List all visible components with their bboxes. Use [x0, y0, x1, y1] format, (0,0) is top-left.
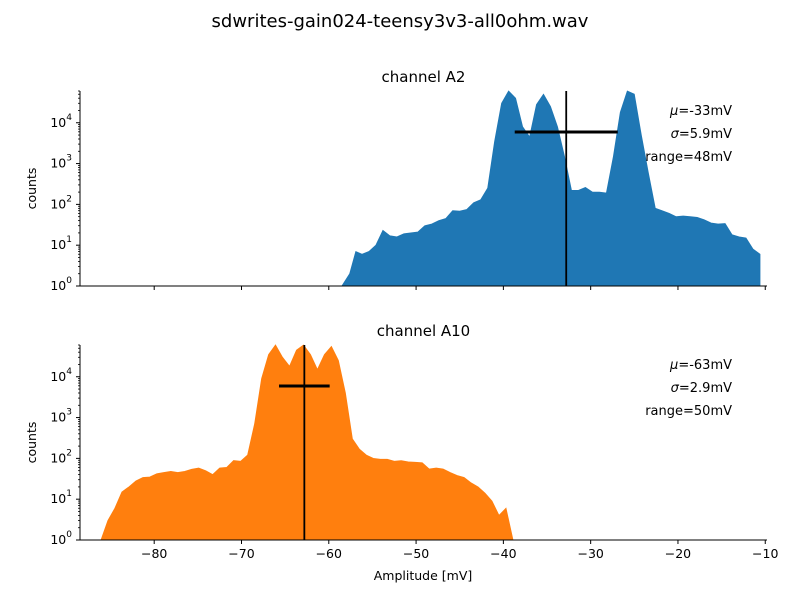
stat-mean: μ=-63mV — [669, 358, 732, 373]
y-tick-label: 101 — [50, 489, 72, 506]
y-tick-exponent: 2 — [66, 194, 72, 204]
y-tick-label: 104 — [50, 113, 72, 130]
y-tick-label: 102 — [50, 194, 72, 211]
stat-range: range=48mV — [645, 150, 732, 165]
y-tick-exponent: 3 — [66, 408, 72, 418]
mu-symbol: μ — [669, 104, 678, 119]
y-tick-label: 102 — [50, 448, 72, 465]
y-tick-exponent: 1 — [66, 235, 72, 245]
x-tick-label: −20 — [665, 546, 691, 561]
panel-title: channel A2 — [382, 68, 466, 86]
y-tick-label: 101 — [50, 235, 72, 252]
sigma-symbol: σ — [671, 381, 680, 396]
stat-mean: μ=-33mV — [669, 104, 732, 119]
x-tick-label: −50 — [403, 546, 429, 561]
stat-std: σ=2.9mV — [671, 381, 732, 396]
figure-title: sdwrites-gain024-teensy3v3-all0ohm.wav — [212, 11, 589, 32]
y-tick-label: 100 — [50, 530, 72, 547]
y-axis-label: counts — [24, 168, 39, 210]
sigma-symbol: σ — [671, 127, 680, 142]
x-tick-label: −30 — [577, 546, 603, 561]
y-tick-exponent: 2 — [66, 448, 72, 458]
x-tick-label: −70 — [228, 546, 254, 561]
stat-mean-value: =-33mV — [678, 104, 732, 119]
y-tick-exponent: 3 — [66, 154, 72, 164]
stat-mean-value: =-63mV — [678, 358, 732, 373]
y-tick-label: 104 — [50, 367, 72, 384]
y-tick-exponent: 4 — [66, 113, 72, 123]
x-tick-label: −10 — [752, 546, 778, 561]
stat-std-value: =2.9mV — [679, 381, 732, 396]
mu-symbol: μ — [669, 358, 678, 373]
histogram-area-series-1 — [100, 344, 514, 541]
stat-std: σ=5.9mV — [671, 127, 732, 142]
y-tick-exponent: 0 — [66, 276, 72, 286]
y-tick-label: 103 — [50, 154, 72, 171]
stat-range: range=50mV — [645, 404, 732, 419]
x-tick-label: −40 — [490, 546, 516, 561]
y-tick-label: 100 — [50, 276, 72, 293]
y-axis-label: counts — [24, 422, 39, 464]
y-tick-exponent: 4 — [66, 367, 72, 377]
y-tick-exponent: 0 — [66, 530, 72, 540]
histogram-area-series-0 — [341, 90, 761, 287]
x-tick-label: −60 — [316, 546, 342, 561]
y-tick-exponent: 1 — [66, 489, 72, 499]
stat-std-value: =5.9mV — [679, 127, 732, 142]
y-tick-label: 103 — [50, 408, 72, 425]
x-tick-label: −80 — [141, 546, 167, 561]
x-axis-label: Amplitude [mV] — [374, 568, 473, 583]
panel-title: channel A10 — [377, 322, 470, 340]
